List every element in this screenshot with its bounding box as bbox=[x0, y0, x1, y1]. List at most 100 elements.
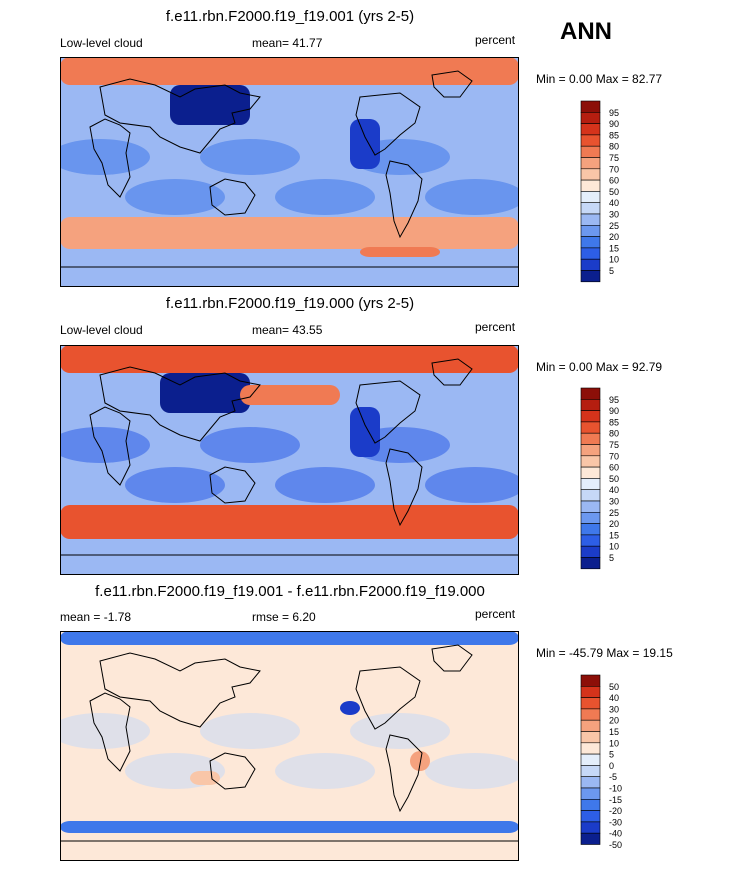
contour-region bbox=[160, 373, 250, 413]
coastline bbox=[431, 70, 473, 98]
colorbar-tick-label: 50 bbox=[609, 682, 619, 692]
panel-1-units-label: percent bbox=[475, 33, 516, 47]
colorbar-tick-label: 75 bbox=[609, 440, 619, 450]
colorbar-tick-label: 20 bbox=[609, 232, 619, 242]
contour-region bbox=[60, 821, 519, 833]
colorbar-tick-label: -10 bbox=[609, 784, 622, 794]
colorbar-box bbox=[580, 534, 601, 547]
colorbar-tick-label: -30 bbox=[609, 817, 622, 827]
panel-1-minmax-label: Min = 0.00 Max = 82.77 bbox=[536, 72, 663, 86]
colorbar-tick-label: 5 bbox=[609, 553, 614, 563]
map-frame bbox=[60, 631, 519, 861]
panel-1-variable-label: Low-level cloud bbox=[60, 36, 143, 50]
contour-region bbox=[200, 713, 300, 749]
colorbar-box bbox=[580, 821, 601, 834]
colorbar-box bbox=[580, 765, 601, 778]
panel-3-title: f.e11.rbn.F2000.f19_f19.001 - f.e11.rbn.… bbox=[95, 583, 485, 600]
colorbar-box bbox=[580, 112, 601, 124]
colorbar-box bbox=[580, 466, 601, 479]
panel-2-variable-label: Low-level cloud bbox=[60, 323, 143, 337]
contour-region bbox=[410, 751, 430, 771]
colorbar-tick-label: 0 bbox=[609, 761, 614, 771]
colorbar-box bbox=[580, 157, 601, 170]
colorbar-tick-label: 40 bbox=[609, 485, 619, 495]
colorbar-box bbox=[580, 776, 601, 789]
colorbar-tick-label: 5 bbox=[609, 750, 614, 760]
season-label: ANN bbox=[560, 18, 612, 45]
colorbar-tick-label: -40 bbox=[609, 829, 622, 839]
colorbar-tick-label: 10 bbox=[609, 542, 619, 552]
colorbar-box bbox=[580, 478, 601, 491]
contour-region bbox=[360, 247, 440, 257]
coastline bbox=[89, 118, 131, 198]
colorbar-box bbox=[580, 270, 601, 283]
colorbar-box bbox=[580, 753, 601, 766]
colorbar-tick-label: 85 bbox=[609, 130, 619, 140]
colorbar-tick-label: 15 bbox=[609, 243, 619, 253]
colorbar-box bbox=[580, 719, 601, 732]
colorbar-tick-label: 90 bbox=[609, 119, 619, 129]
colorbar-tick-label: 70 bbox=[609, 451, 619, 461]
colorbar-box bbox=[580, 387, 601, 400]
coastline bbox=[89, 692, 131, 772]
colorbar-tick-label: 40 bbox=[609, 693, 619, 703]
map-frame bbox=[60, 57, 519, 287]
colorbar-tick-label: 50 bbox=[609, 474, 619, 484]
contour-region bbox=[275, 179, 375, 215]
contour-region bbox=[275, 467, 375, 503]
colorbar-tick-label: 25 bbox=[609, 508, 619, 518]
colorbar-box bbox=[580, 168, 601, 181]
contour-region bbox=[60, 217, 519, 249]
colorbar-box bbox=[580, 100, 601, 113]
colorbar-tick-label: 25 bbox=[609, 221, 619, 231]
contour-region bbox=[200, 139, 300, 175]
colorbar-tick-label: 20 bbox=[609, 519, 619, 529]
colorbar-box bbox=[580, 686, 601, 698]
colorbar-tick-label: 5 bbox=[609, 266, 614, 276]
coastline bbox=[99, 78, 261, 154]
panel-3-minmax-label: Min = -45.79 Max = 19.15 bbox=[536, 646, 673, 660]
panel-3-mean-label: mean = -1.78 bbox=[60, 610, 132, 624]
coastline bbox=[209, 752, 256, 790]
colorbar-box bbox=[580, 489, 601, 502]
coastline bbox=[60, 266, 519, 287]
colorbar-tick-label: 50 bbox=[609, 187, 619, 197]
contour-region bbox=[60, 57, 519, 85]
colorbar-tick-label: 95 bbox=[609, 395, 619, 405]
coastline bbox=[355, 666, 421, 730]
colorbar-tick-label: 20 bbox=[609, 716, 619, 726]
colorbar-tick-label: 30 bbox=[609, 497, 619, 507]
colorbar-box bbox=[580, 432, 601, 445]
colorbar-box bbox=[580, 708, 601, 721]
contour-region bbox=[275, 753, 375, 789]
colorbar-tick-label: -20 bbox=[609, 806, 622, 816]
colorbar-box bbox=[580, 236, 601, 249]
colorbar-box bbox=[580, 421, 601, 434]
colorbar-box bbox=[580, 545, 601, 558]
colorbar-box bbox=[580, 674, 601, 687]
coastline bbox=[209, 178, 256, 216]
coastline bbox=[60, 840, 519, 861]
colorbar-box bbox=[580, 787, 601, 800]
coastline bbox=[99, 366, 261, 442]
coastline bbox=[431, 644, 473, 672]
contour-region bbox=[170, 85, 250, 125]
contour-region bbox=[350, 119, 380, 169]
colorbar-box bbox=[580, 247, 601, 260]
coastline bbox=[355, 380, 421, 444]
coastline bbox=[60, 554, 519, 575]
panel-3-units-label: percent bbox=[475, 607, 516, 621]
colorbar-tick-label: 80 bbox=[609, 142, 619, 152]
colorbar-tick-label: 30 bbox=[609, 210, 619, 220]
colorbar-box bbox=[580, 455, 601, 468]
colorbar-box bbox=[580, 123, 601, 136]
coastline bbox=[431, 358, 473, 386]
contour-region bbox=[60, 505, 519, 539]
colorbar-box bbox=[580, 523, 601, 536]
coastline bbox=[209, 466, 256, 504]
panel-2-title: f.e11.rbn.F2000.f19_f19.000 (yrs 2-5) bbox=[165, 295, 415, 312]
colorbar-tick-label: 30 bbox=[609, 704, 619, 714]
coastline bbox=[385, 160, 423, 239]
